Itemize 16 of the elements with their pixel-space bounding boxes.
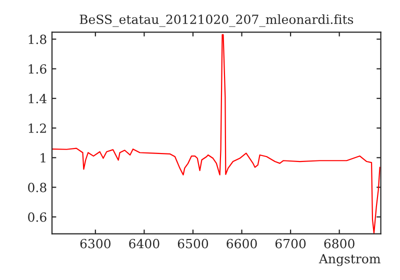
x-tick-label: 6800	[324, 238, 354, 248]
y-tick-label: 0.8	[28, 182, 46, 192]
y-tick-label: 1.4	[28, 94, 47, 104]
x-tick-label: 6400	[129, 238, 160, 248]
x-tick-label: 6700	[275, 238, 306, 248]
x-tick-label: 6300	[80, 238, 110, 248]
line-series	[52, 34, 380, 234]
y-tick-label: 1.2	[28, 124, 46, 133]
x-axis-title: Angstrom	[318, 254, 380, 266]
y-tick-label: 1.8	[28, 34, 46, 44]
y-tick-label: 0.6	[28, 212, 46, 222]
y-tick-label: 1.6	[28, 64, 46, 74]
chart-title: BeSS_etatau_20121020_207_mleonardi.fits	[80, 14, 354, 27]
y-tick-label: 1	[40, 153, 46, 162]
x-tick-label: 6500	[178, 238, 208, 248]
x-tick-label: 6600	[226, 238, 257, 248]
